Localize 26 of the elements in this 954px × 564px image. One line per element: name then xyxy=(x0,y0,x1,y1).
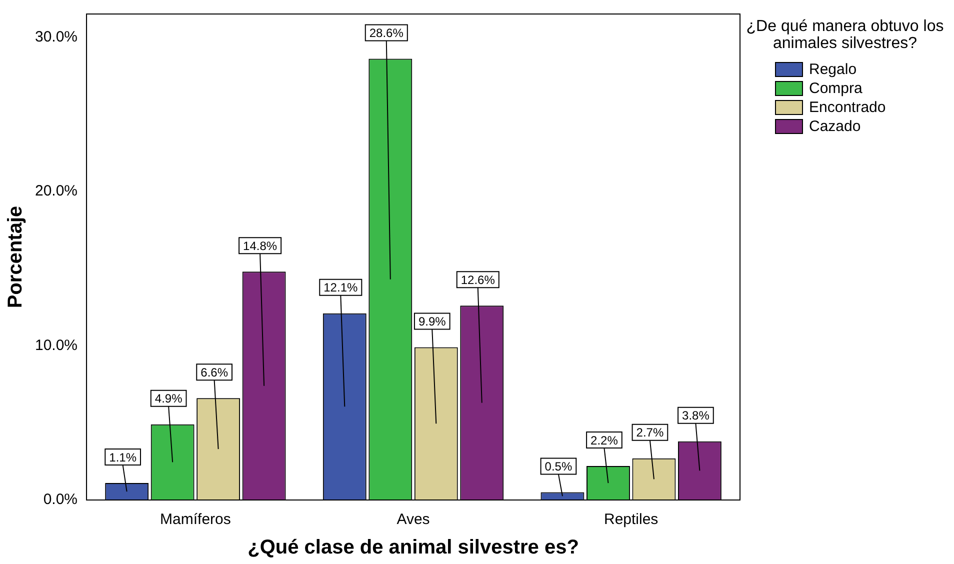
data-label: 12.1% xyxy=(324,280,358,295)
legend-label: Regalo xyxy=(809,61,857,78)
data-label: 1.1% xyxy=(109,450,137,464)
y-axis-title: Porcentaje xyxy=(4,206,27,308)
x-tick-label: Mamíferos xyxy=(160,511,231,528)
legend-label: Encontrado xyxy=(809,99,886,116)
data-label: 3.8% xyxy=(682,408,710,423)
data-label: 14.8% xyxy=(243,238,278,253)
legend-label: Compra xyxy=(809,80,862,97)
legend-title: ¿De qué manera obtuvo los animales silvestres? xyxy=(745,18,945,52)
data-label: 2.2% xyxy=(590,433,618,448)
y-tick-label: 20.0% xyxy=(34,182,78,200)
data-label: 9.9% xyxy=(418,314,446,329)
x-axis-title: ¿Qué clase de animal silvestre es? xyxy=(248,536,579,559)
data-label: 28.6% xyxy=(369,26,404,40)
y-tick-label: 10.0% xyxy=(34,336,78,354)
data-label: 4.9% xyxy=(154,392,183,406)
y-tick-label: 30.0% xyxy=(34,28,78,46)
data-label: 6.6% xyxy=(200,365,228,380)
data-label: 2.7% xyxy=(636,426,664,440)
x-tick-label: Reptiles xyxy=(604,511,658,528)
legend-label: Cazado xyxy=(809,118,861,135)
x-tick-label: Aves xyxy=(396,511,430,528)
data-label: 12.6% xyxy=(460,272,496,287)
data-label: 0.5% xyxy=(544,460,572,474)
y-tick-label: 0.0% xyxy=(43,491,78,508)
